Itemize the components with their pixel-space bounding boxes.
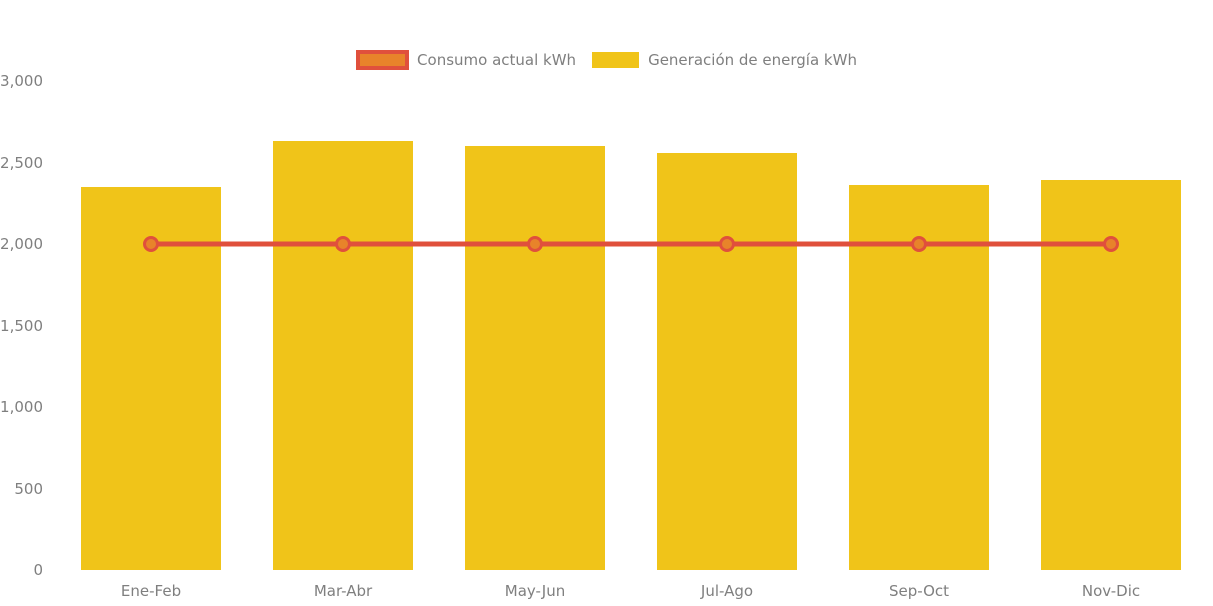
y-tick-label: 3,000 [0, 72, 43, 90]
generacion-swatch-icon [592, 52, 640, 68]
x-tick-label-Mar-Abr: Mar-Abr [313, 582, 373, 600]
bar-Mar-Abr [273, 141, 413, 570]
x-tick-label-Sep-Oct: Sep-Oct [888, 582, 950, 600]
bar-Ene-Feb [81, 186, 221, 570]
bar-Nov-Dic [1041, 180, 1181, 570]
x-tick-label-May-Jun: May-Jun [504, 582, 566, 600]
y-tick-label: 1,500 [0, 316, 43, 335]
x-tick-label-Nov-Dic: Nov-Dic [1081, 582, 1141, 600]
y-tick-label: 2,500 [0, 153, 43, 172]
bar-Jul-Ago [657, 152, 797, 570]
y-tick-label: 2,000 [0, 235, 43, 253]
bar-Sep-Oct [849, 185, 989, 570]
legend: Consumo actual kWh Generación de energía… [0, 50, 1213, 70]
y-tick-label: 0 [33, 561, 43, 579]
consumo-swatch-icon [356, 50, 410, 70]
bar-May-Jun [465, 146, 605, 570]
legend-label-generacion: Generación de energía kWh [648, 51, 857, 69]
legend-item-generacion[interactable]: Generación de energía kWh [592, 51, 857, 69]
x-tick-label-Jul-Ago: Jul-Ago [700, 582, 754, 600]
x-tick-label-Ene-Feb: Ene-Feb [120, 582, 182, 600]
legend-label-consumo: Consumo actual kWh [417, 51, 577, 69]
legend-item-consumo[interactable]: Consumo actual kWh [356, 50, 576, 70]
y-tick-label: 1,000 [0, 398, 43, 416]
y-tick-label: 500 [14, 479, 43, 498]
